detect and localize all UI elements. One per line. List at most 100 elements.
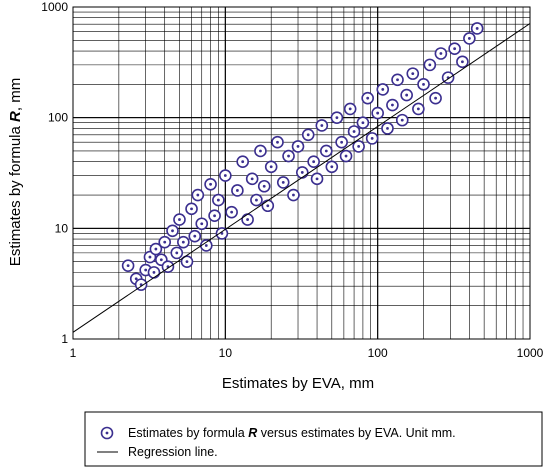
data-point — [177, 235, 190, 249]
data-point-dot — [250, 177, 254, 181]
y-axis-title-suffix: , mm — [7, 78, 24, 111]
data-point-dot — [204, 244, 208, 247]
data-point — [325, 160, 339, 174]
data-point-dot — [439, 52, 443, 55]
data-point-dot — [246, 218, 249, 221]
x-tick-label: 1000 — [517, 346, 544, 360]
data-point — [395, 113, 409, 127]
data-point — [347, 125, 361, 138]
data-point — [185, 202, 198, 216]
data-point-dot — [381, 88, 385, 91]
data-point — [365, 132, 379, 145]
data-point-dot — [400, 118, 404, 122]
legend-marker-dot — [105, 431, 109, 435]
data-point-dot — [185, 260, 189, 264]
data-point — [417, 78, 430, 91]
y-axis-title-prefix: Estimates by formula — [7, 122, 24, 266]
data-point-dot — [467, 37, 471, 40]
y-axis-title: Estimates by formula R, mm — [7, 78, 24, 266]
data-point-dot — [361, 121, 365, 125]
data-point-dot — [391, 103, 394, 107]
data-point-dot — [416, 107, 420, 111]
data-point-dot — [281, 181, 285, 184]
data-point — [166, 224, 179, 238]
data-point — [295, 166, 309, 179]
data-point — [195, 217, 209, 231]
plot-border — [72, 6, 531, 340]
data-point — [429, 91, 442, 105]
data-point-dot — [126, 264, 130, 268]
data-point — [231, 184, 244, 197]
data-point — [173, 213, 186, 226]
data-point-dot — [276, 140, 279, 144]
data-point — [121, 259, 135, 272]
data-point-dot — [300, 171, 304, 174]
x-tick-labels: 1 10 100 1000 — [70, 346, 544, 360]
data-point-dot — [178, 218, 181, 221]
data-point-dot — [315, 177, 319, 181]
data-point — [250, 193, 263, 207]
data-point-dot — [475, 27, 479, 30]
data-point-dot — [312, 160, 316, 164]
data-point-dot — [196, 193, 200, 197]
data-point-dot — [235, 189, 239, 192]
data-point — [400, 88, 413, 102]
data-point — [200, 239, 213, 252]
data-point — [257, 179, 271, 193]
data-point — [356, 116, 370, 130]
data-point — [147, 266, 161, 279]
data-point-dot — [213, 214, 216, 218]
regression-line — [72, 23, 531, 333]
legend-points-var: R — [248, 426, 257, 440]
legend-points-prefix: Estimates by formula — [128, 426, 248, 440]
data-point-dot — [159, 258, 163, 262]
data-point — [301, 128, 315, 142]
data-point — [149, 242, 163, 256]
data-point-dot — [223, 174, 227, 177]
data-point-dot — [144, 268, 148, 272]
data-point-dot — [428, 63, 432, 67]
x-tick-label: 1 — [70, 346, 77, 360]
data-point-dot — [335, 116, 339, 120]
data-point — [343, 102, 357, 116]
data-point — [276, 176, 290, 189]
data-point — [282, 149, 295, 163]
data-point — [241, 213, 254, 226]
data-point-dot — [171, 229, 174, 233]
data-point-dot — [181, 240, 185, 244]
data-point — [225, 205, 238, 219]
regression-line-group — [72, 23, 531, 333]
data-point — [315, 119, 329, 132]
data-point-dot — [396, 78, 399, 82]
data-point-dot — [209, 182, 212, 186]
data-point-dot — [434, 96, 437, 100]
data-point-dot — [262, 184, 266, 188]
data-point-dot — [154, 247, 158, 251]
data-points — [121, 22, 484, 291]
data-point-dot — [422, 82, 425, 86]
data-point-dot — [148, 255, 152, 259]
y-tick-label: 1 — [61, 332, 68, 346]
data-point-dot — [461, 60, 464, 64]
data-point — [412, 102, 425, 116]
data-point-dot — [193, 234, 197, 238]
legend-line-label: Regression line. — [128, 445, 218, 459]
data-point-dot — [306, 133, 310, 137]
data-point — [381, 122, 394, 135]
x-axis-title: Estimates by EVA, mm — [222, 375, 374, 392]
data-point — [310, 172, 324, 186]
y-tick-label: 1000 — [41, 0, 68, 14]
data-point-dot — [357, 144, 361, 148]
data-point-dot — [163, 240, 167, 244]
data-point — [287, 188, 300, 202]
data-point — [448, 42, 461, 55]
data-point — [456, 55, 469, 69]
data-point-dot — [366, 96, 370, 100]
data-point — [470, 22, 484, 35]
data-point-dot — [230, 210, 234, 214]
data-point — [376, 83, 390, 96]
data-point — [180, 255, 194, 268]
data-point — [215, 227, 229, 240]
data-point-dot — [259, 149, 262, 153]
data-point — [423, 58, 437, 72]
